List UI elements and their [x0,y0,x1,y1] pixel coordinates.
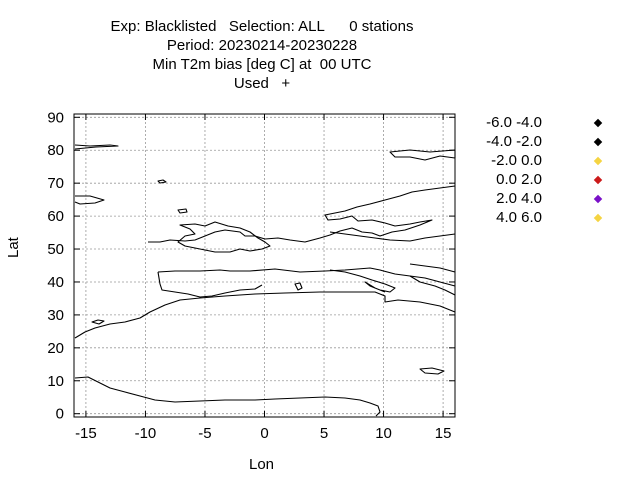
coastline-shetland [177,208,188,214]
x-tick-label: -5 [198,425,211,442]
coastline-baltic [329,231,456,242]
y-tick-label: 90 [47,109,64,126]
coastline-canaries [91,319,105,325]
legend-marker-diamond [593,118,603,128]
coastline-british-isles [177,221,271,253]
legend-label: -4.0 -2.0 [486,133,542,150]
plot-title: Exp: Blacklisted Selection: ALL 0 statio… [0,17,524,93]
legend-label: 0.0 2.0 [496,171,542,188]
x-tick-label: 15 [435,425,452,442]
coastline-scandinavia [148,185,456,243]
coastline-sardinia [294,282,303,291]
y-tick-label: 30 [47,307,64,324]
coastline-balkans [409,263,456,296]
y-tick-label: 50 [47,241,64,258]
coastline-svalbard [389,149,456,161]
legend-entry: -2.0 0.0 [480,152,610,171]
y-tick-label: 10 [47,373,64,390]
legend: -6.0 -4.0 -4.0 -2.0 -2.0 0.0 0.0 2.0 2.0 4.0… [480,114,610,228]
coastline-iberia [157,271,263,298]
coastline-faroe [157,179,167,184]
coastline-europe-south [157,267,456,287]
coastline-greenland [74,144,119,150]
x-tick-label: 5 [320,425,328,442]
legend-marker-diamond [593,213,603,223]
legend-entry: 0.0 2.0 [480,171,610,190]
y-tick-label: 40 [47,274,64,291]
x-axis-label: Lon [249,456,275,473]
y-tick-label: 0 [56,406,64,423]
y-tick-label: 60 [47,208,64,225]
y-axis-label: Lat [5,237,22,258]
coastlines [74,144,456,417]
x-tick-label: 0 [260,425,268,442]
y-tick-label: 70 [47,175,64,192]
axis-ticks: -15 -10 -5 0 5 10 15 0 10 20 30 40 50 60 70 80 90 [47,109,455,442]
coastline-north-africa [74,291,456,339]
legend-marker-diamond [593,137,603,147]
legend-marker-diamond [593,156,603,166]
x-tick-label: 10 [375,425,392,442]
title-line-used: Used + [233,75,291,92]
x-tick-label: -15 [75,425,97,442]
legend-entry: 2.0 4.0 [480,190,610,209]
grid-lines [74,114,455,417]
legend-entry: 4.0 6.0 [480,209,610,228]
title-line-experiment: Exp: Blacklisted Selection: ALL 0 statio… [110,18,414,35]
x-tick-label: -10 [135,425,157,442]
legend-entry: -4.0 -2.0 [480,133,610,152]
title-line-parameter: Min T2m bias [deg C] at 00 UTC [152,56,372,73]
y-tick-label: 80 [47,142,64,159]
coastline-west-africa [74,376,381,417]
legend-label: 4.0 6.0 [496,209,542,226]
y-tick-label: 20 [47,340,64,357]
coastline-lake-chad [419,367,445,375]
legend-marker-diamond [593,194,603,204]
legend-entry: -6.0 -4.0 [480,114,610,133]
coastline-italy [329,269,396,293]
title-line-period: Period: 20230214-20230228 [166,37,358,54]
legend-label: 2.0 4.0 [496,190,542,207]
legend-label: -2.0 0.0 [491,152,542,169]
legend-label: -6.0 -4.0 [486,114,542,131]
coastline-iceland [74,195,105,205]
legend-marker-diamond [593,175,603,185]
